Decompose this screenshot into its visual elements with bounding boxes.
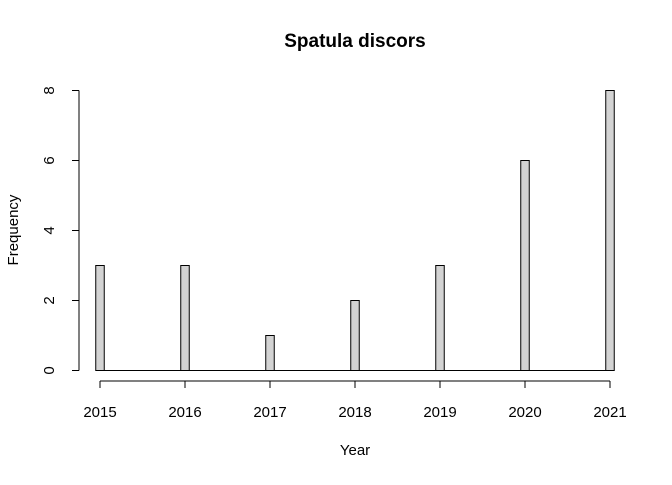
x-tick-label: 2017 (253, 404, 286, 421)
y-tick-label: 4 (41, 226, 58, 234)
x-tick-label: 2020 (508, 404, 541, 421)
x-tick-label: 2019 (423, 404, 456, 421)
x-tick-label: 2016 (168, 404, 201, 421)
y-axis: 0 2 4 6 8 (41, 86, 80, 375)
histogram-bar (350, 300, 360, 371)
bars (95, 90, 615, 371)
x-tick-label: 2015 (83, 404, 116, 421)
y-tick-label: 2 (41, 296, 58, 304)
x-tick-label: 2021 (593, 404, 626, 421)
x-axis-label: Year (340, 442, 370, 459)
histogram-bar (265, 335, 275, 371)
x-axis: 2015 2016 2017 2018 2019 2020 2021 (83, 380, 627, 421)
histogram-bar (95, 265, 105, 371)
histogram-bar (435, 265, 445, 371)
x-tick-label: 2018 (338, 404, 371, 421)
histogram-bar (605, 90, 615, 371)
y-axis-label: Frequency (5, 194, 22, 265)
y-tick-label: 8 (41, 86, 58, 94)
y-tick-label: 0 (41, 366, 58, 374)
chart-title: Spatula discors (284, 31, 426, 52)
histogram-bar (180, 265, 190, 371)
histogram-bar (520, 160, 530, 371)
y-tick-label: 6 (41, 156, 58, 164)
